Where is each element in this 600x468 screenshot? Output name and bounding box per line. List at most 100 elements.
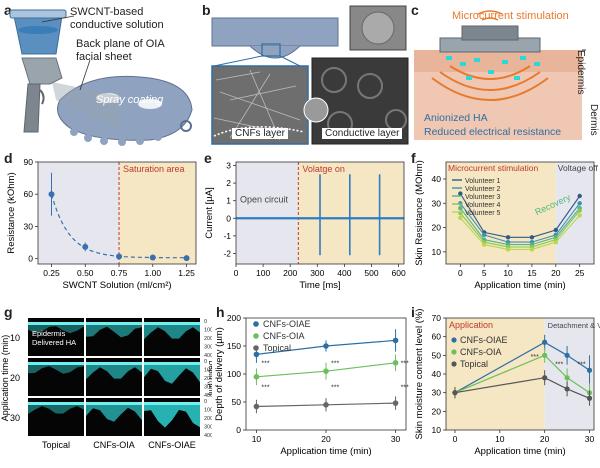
label-solution: SWCNT-based conductive solution	[70, 6, 164, 31]
g-row-label: 30	[10, 413, 20, 423]
i-application-region	[446, 318, 545, 430]
h-data-point	[253, 351, 260, 358]
f-data-point	[529, 247, 535, 252]
i-legend-entry: CNFs-OIA	[460, 347, 502, 357]
f-data-point	[505, 235, 511, 240]
e-ytick-label: 0	[226, 213, 231, 223]
zoom-box	[261, 43, 281, 57]
i-xtick-label: 30	[585, 434, 595, 444]
g-depth-tick: 0	[204, 359, 207, 365]
i-series-line	[454, 377, 590, 399]
f-data-point	[553, 239, 559, 245]
e-xlabel: Time [ms]	[299, 280, 340, 291]
e-voltage-label: Volatge on	[302, 164, 345, 174]
i-ytick-label: 60	[432, 332, 442, 342]
i-xtick-label: 0	[453, 434, 458, 444]
h-data-point	[323, 402, 329, 408]
i-data-point	[542, 352, 548, 358]
h-significance: ***	[261, 361, 269, 368]
g-depth-tick: 200	[204, 376, 212, 382]
i-xlabel: Application time (min)	[474, 446, 565, 457]
f-series-line	[459, 193, 581, 238]
i-series-line	[454, 341, 590, 394]
g-row-label: 20	[10, 373, 20, 383]
label-cnf-layer: CNFs layer	[232, 128, 289, 139]
h-xtick-label: 20	[321, 434, 331, 444]
f-series-line	[459, 210, 581, 248]
f-ytick-label: 30	[432, 198, 442, 208]
g-epidermis-band	[144, 362, 200, 365]
g-depth-tick: 0	[204, 319, 207, 325]
g-delivered-ha-signal	[86, 404, 142, 422]
d-data-point	[82, 243, 89, 250]
f-data-point	[458, 201, 463, 206]
i-ytick-label: 70	[432, 313, 442, 323]
g-epidermis-band	[28, 362, 84, 365]
i-legend-marker	[451, 349, 457, 355]
g-depth-tick: 300	[204, 385, 212, 391]
panel-c-illustration	[414, 10, 586, 140]
i-ytick-label: 20	[432, 406, 442, 416]
panel-label-f: f	[411, 150, 416, 166]
d-ytick-label: 90	[24, 157, 34, 167]
layer-boundary	[213, 126, 305, 137]
e-xtick-label: 200	[283, 268, 297, 278]
label-anionized-ha: Anionized HA	[424, 112, 488, 124]
g-depth-tick: 400	[204, 393, 212, 399]
g-depth-tick: 100	[204, 368, 212, 374]
i-detach-region	[544, 318, 594, 430]
f-xtick-label: 15	[527, 268, 537, 278]
g-depth-tick: 0	[204, 399, 207, 405]
f-xtick-label: 0	[458, 268, 463, 278]
label-conductive-layer: Conductive layer	[322, 128, 403, 139]
e-plot-frame	[235, 161, 405, 265]
h-ytick-label: 150	[227, 341, 241, 351]
d-saturation-region	[119, 162, 196, 264]
f-data-point	[481, 242, 487, 247]
h-data-point	[392, 337, 399, 344]
panel-label-b: b	[202, 2, 211, 18]
facial-sheet	[57, 75, 193, 141]
g-depth-tick: 300	[204, 345, 212, 351]
e-voltage-region	[298, 162, 404, 264]
g-delivered-ha-signal	[28, 404, 84, 414]
d-data-point	[116, 253, 123, 260]
panel-label-g: g	[4, 304, 13, 320]
e-ylabel: Current [µA]	[204, 187, 215, 238]
e-ytick-label: -1	[223, 231, 231, 241]
f-xtick-label: 20	[551, 268, 561, 278]
g-epidermis-band	[28, 402, 84, 405]
g-delivered-ha-signal	[144, 364, 200, 384]
h-significance: ***	[331, 385, 339, 392]
panel-label-c: c	[411, 2, 419, 18]
h-ytick-label: 0	[236, 425, 241, 435]
h-significance: ***	[401, 385, 409, 392]
d-data-point	[183, 255, 190, 262]
e-xtick-label: 500	[364, 268, 378, 278]
d-xlabel: SWCNT Solution (ml/cm²)	[62, 280, 171, 291]
f-data-point	[577, 213, 582, 218]
d-annotation: Saturation area	[123, 164, 185, 174]
h-data-point	[392, 360, 399, 366]
i-data-point	[564, 352, 570, 358]
e-xtick-label: 0	[234, 268, 239, 278]
f-ytick-label: 40	[432, 174, 442, 184]
f-xlabel: Application time (min)	[474, 280, 565, 291]
i-legend-marker	[451, 337, 457, 343]
h-significance: ***	[401, 361, 409, 368]
stimulation-arcs	[477, 10, 503, 21]
i-data-point	[542, 375, 548, 381]
g-epidermis-band	[86, 402, 142, 405]
sheet-eye-right	[138, 99, 162, 109]
d-ylabel: Resistance (kOhm)	[6, 172, 17, 253]
i-significance: ***	[578, 362, 586, 369]
d-ytick-label: 0	[28, 254, 33, 264]
h-legend-entry: Topical	[263, 343, 291, 353]
g-column-label: Topical	[42, 440, 70, 450]
d-ytick-label: 30	[24, 221, 34, 231]
i-detach-label: Detachment & Voltage off	[548, 321, 600, 330]
g-delivered-ha-signal	[28, 364, 84, 374]
chart-h-depth: CNFs-OIAE CNFs-OIA Topical *** *** *** *** *** *…	[214, 313, 409, 457]
f-off-region	[555, 162, 594, 264]
f-xtick-label: 25	[575, 268, 585, 278]
